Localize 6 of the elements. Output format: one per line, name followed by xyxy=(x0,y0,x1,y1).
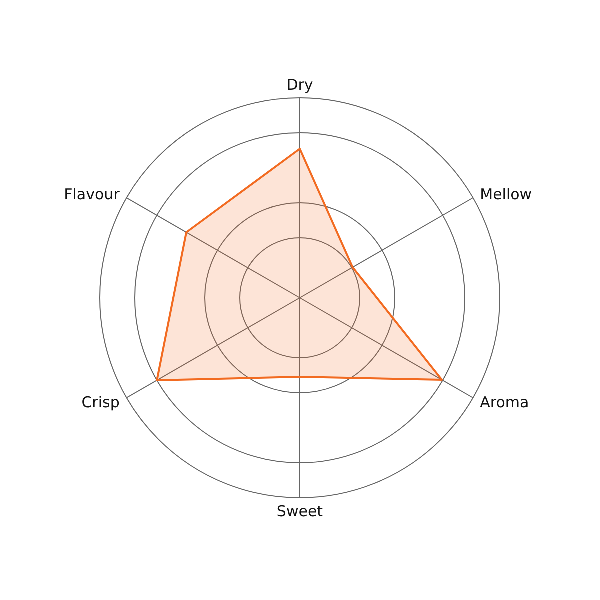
spoke-label: Sweet xyxy=(276,502,324,521)
spoke-label: Aroma xyxy=(480,393,530,412)
spoke-label: Dry xyxy=(286,76,314,94)
spoke-label: Crisp xyxy=(82,393,120,412)
spoke-label: Mellow xyxy=(480,185,532,204)
spoke-label: Flavour xyxy=(64,185,121,204)
